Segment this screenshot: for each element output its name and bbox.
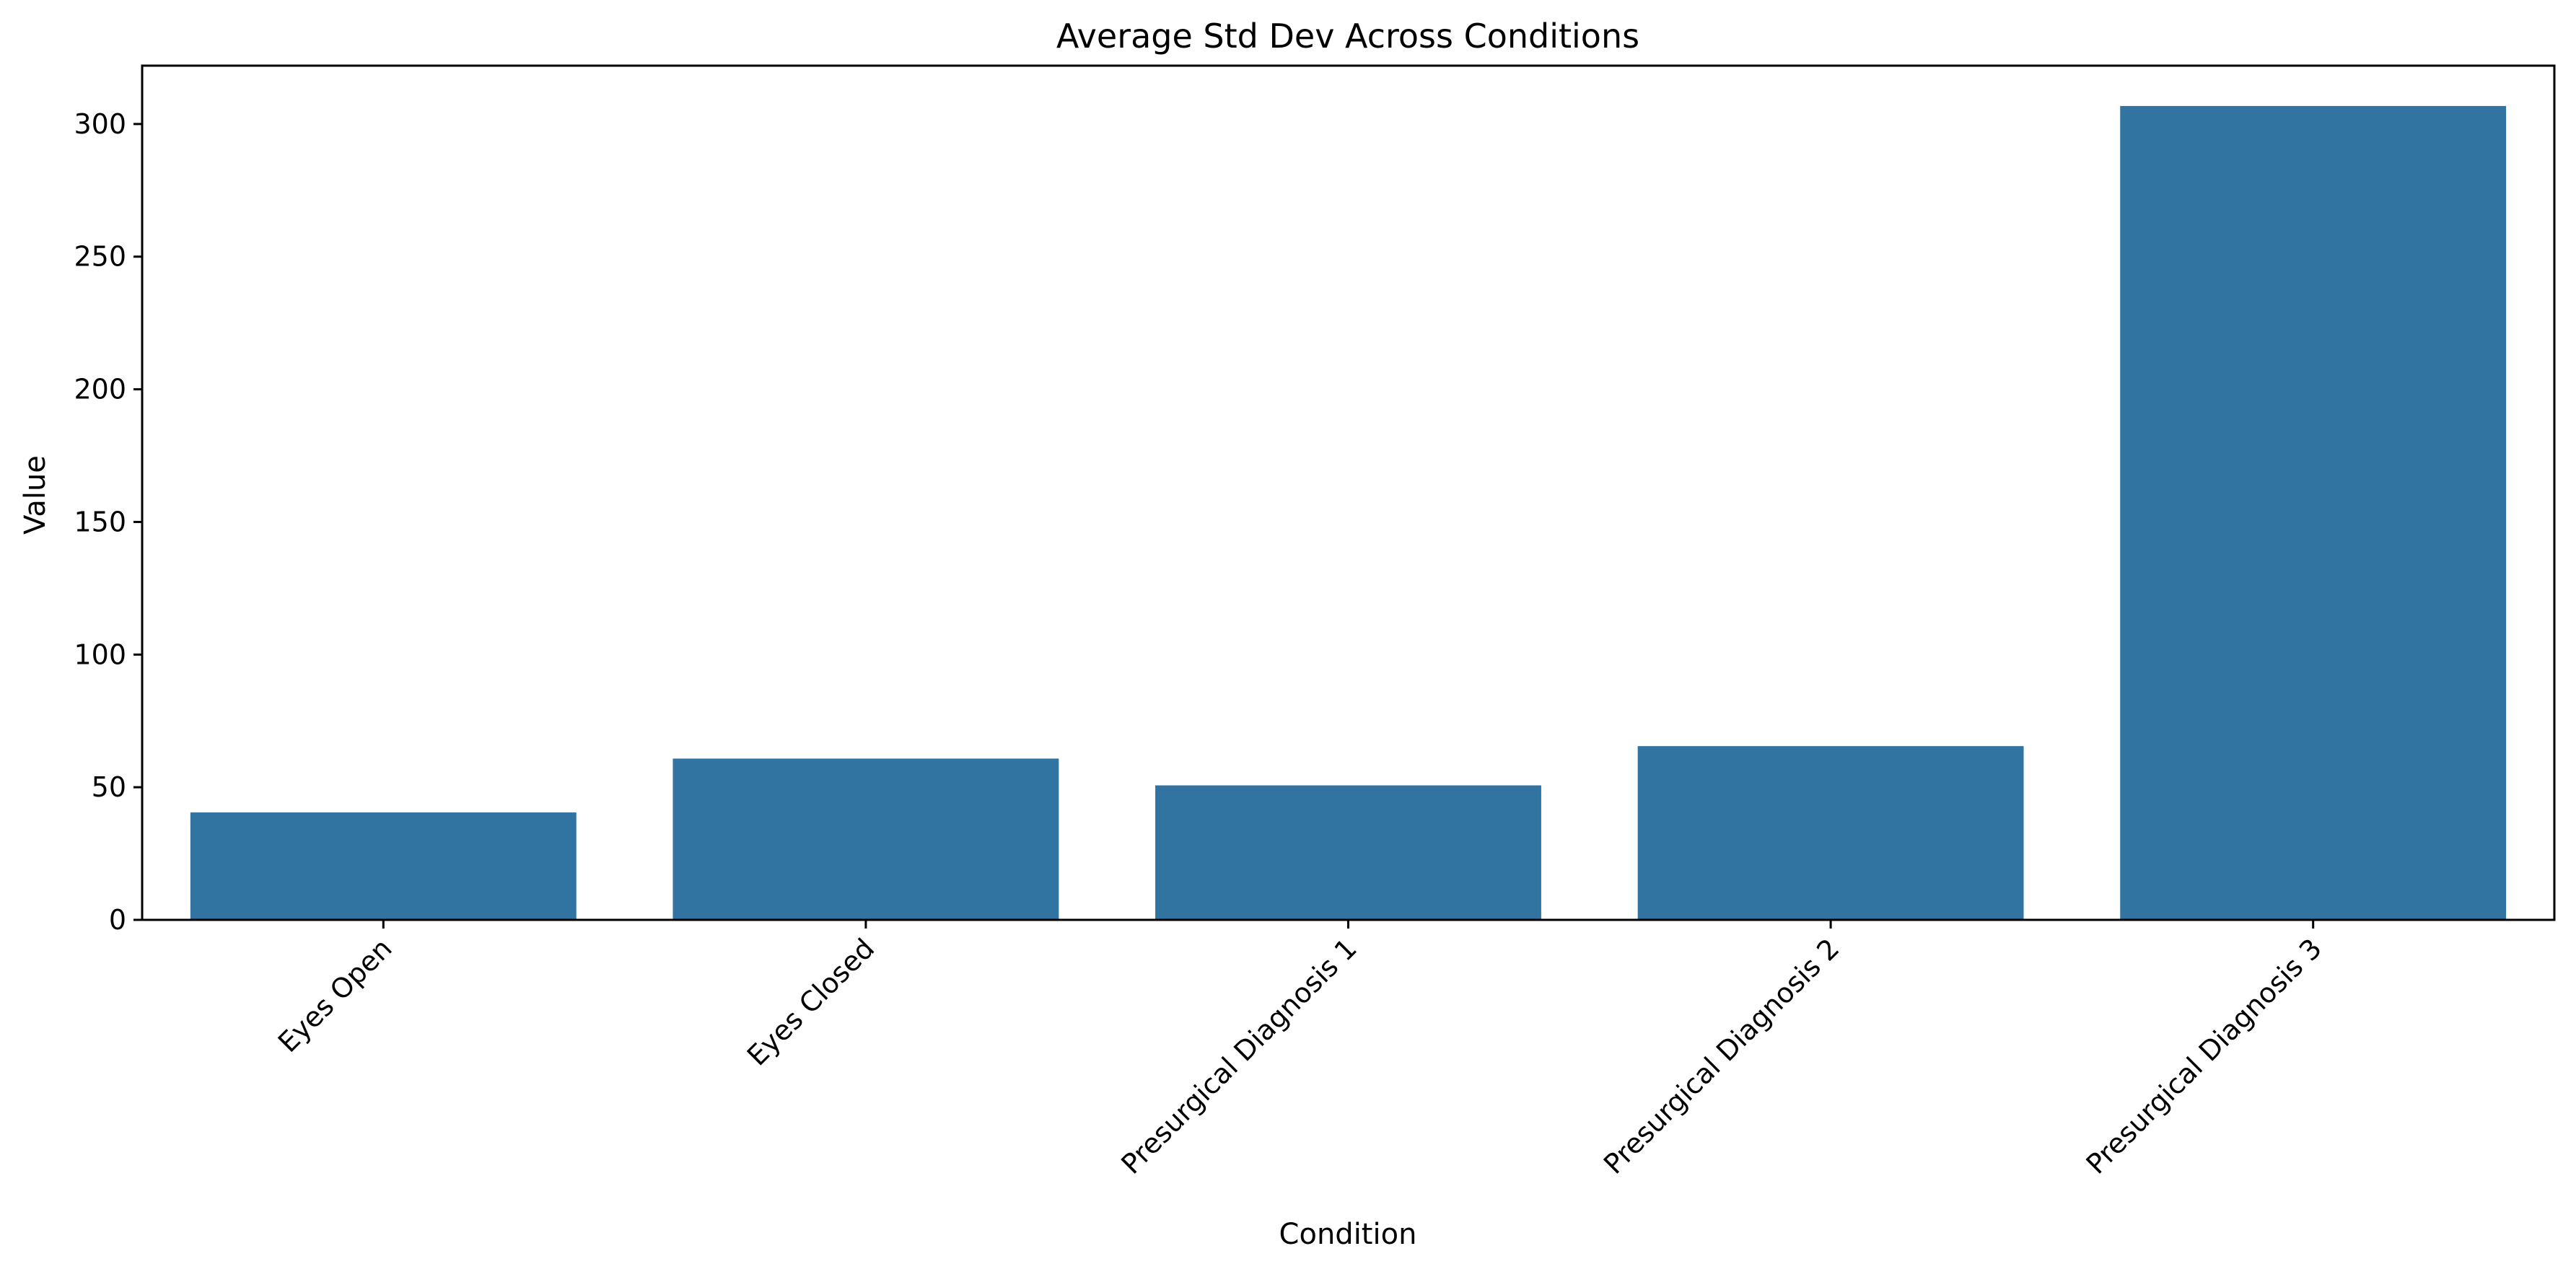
y-tick-label: 250 xyxy=(74,241,126,273)
y-tick-label: 50 xyxy=(92,771,126,803)
x-tick-label: Presurgical Diagnosis 1 xyxy=(1115,932,1362,1180)
bar-5 xyxy=(2120,105,2507,921)
plot-frame xyxy=(141,64,2556,921)
x-tick-label: Eyes Open xyxy=(272,932,398,1058)
x-axis-label: Condition xyxy=(1279,1218,1417,1251)
bars-layer xyxy=(190,105,2507,921)
y-axis-label: Value xyxy=(19,455,52,535)
bar-4 xyxy=(1637,746,2024,920)
y-axis-ticks: 0 50 100 150 200 250 300 xyxy=(74,108,142,936)
chart-title: Average Std Dev Across Conditions xyxy=(1056,17,1639,56)
y-tick-label: 150 xyxy=(74,506,126,537)
x-axis-ticks: Eyes Open Eyes Closed Presurgical Diagnosi… xyxy=(272,920,2328,1180)
y-tick-label: 100 xyxy=(74,638,126,670)
bar-2 xyxy=(673,758,1059,920)
x-tick-label: Presurgical Diagnosis 3 xyxy=(2080,932,2328,1180)
y-tick-label: 0 xyxy=(109,904,126,936)
y-tick-label: 200 xyxy=(74,374,126,405)
bar-3 xyxy=(1155,785,1541,920)
x-tick-label: Eyes Closed xyxy=(741,932,880,1071)
bar-1 xyxy=(190,812,577,920)
x-tick-label: Presurgical Diagnosis 2 xyxy=(1598,932,1845,1180)
y-tick-label: 300 xyxy=(74,108,126,140)
